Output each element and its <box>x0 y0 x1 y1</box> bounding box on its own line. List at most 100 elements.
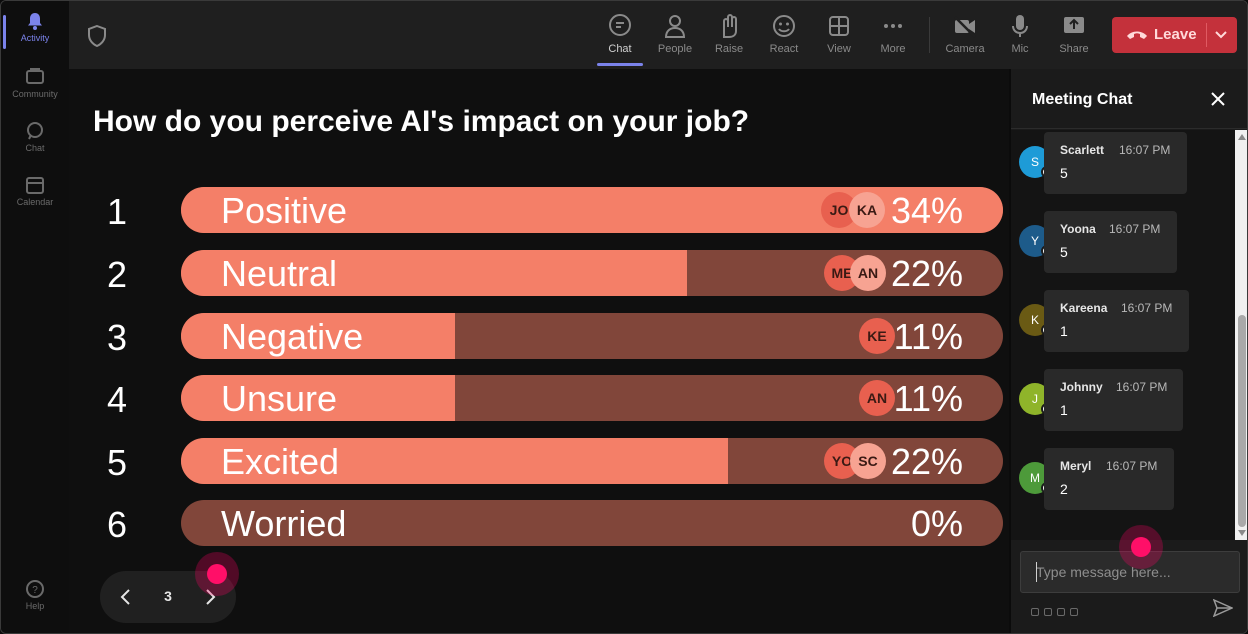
toolbar-label: View <box>827 43 851 55</box>
emoji-icon[interactable] <box>1057 608 1065 616</box>
chat-scrollbar[interactable] <box>1235 130 1247 540</box>
option-label: Negative <box>221 316 364 357</box>
option-number: 6 <box>107 504 128 545</box>
raise-hand-button[interactable]: Raise <box>702 9 756 65</box>
option-number: 5 <box>107 442 128 483</box>
view-button[interactable]: View <box>812 9 866 65</box>
option-bar: Worried 0% <box>181 500 1003 546</box>
close-icon[interactable] <box>1209 90 1227 108</box>
rail-item-label: Activity <box>20 33 50 43</box>
rail-item-help[interactable]: ? Help <box>1 575 69 629</box>
option-percent: 11% <box>893 316 963 357</box>
more-icon <box>884 24 902 28</box>
poll-option: 6 Worried 0% <box>69 500 1009 546</box>
option-label: Worried <box>221 503 347 544</box>
calendar-icon <box>26 177 44 194</box>
option-bar: Positive JO KA 34% <box>181 187 1003 233</box>
toolbar-label: Chat <box>608 43 632 55</box>
option-bar: Excited YO SC 22% <box>181 438 1003 484</box>
meeting-toolbar: Chat People Raise React View More Camera <box>69 1 1247 69</box>
voter-avatar: SC <box>850 443 886 479</box>
share-icon <box>1064 17 1084 33</box>
poll-option: 4 Unsure AN 11% <box>69 375 1009 421</box>
poll-option: 5 Excited YO SC 22% <box>69 438 1009 484</box>
option-fill <box>181 375 455 421</box>
react-button[interactable]: React <box>757 9 811 65</box>
rail-item-community[interactable]: Community <box>1 63 69 117</box>
message-bubble: Yoona 16:07 PM 5 <box>1044 211 1177 273</box>
toolbar-label: Mic <box>1011 43 1029 55</box>
message-text: 5 <box>1060 244 1068 260</box>
leave-divider <box>1206 23 1207 47</box>
bell-icon <box>28 13 42 30</box>
chat-message-list: S Scarlett 16:07 PM 5 Y Yoona 16:07 PM 5… <box>1011 130 1235 540</box>
option-bar: Unsure AN 11% <box>181 375 1003 421</box>
poll-option: 3 Negative KE 11% <box>69 313 1009 359</box>
chevron-left-icon[interactable] <box>116 587 136 607</box>
poll-option: 1 Positive JO KA 34% <box>69 187 1009 233</box>
gif-icon[interactable] <box>1070 608 1078 616</box>
chat-message: J Johnny 16:07 PM 1 <box>1019 369 1229 433</box>
message-bubble: Kareena 16:07 PM 1 <box>1044 290 1189 352</box>
voter-avatar: KE <box>859 318 895 354</box>
toolbar-label: Raise <box>714 43 744 55</box>
view-icon <box>829 16 849 36</box>
chat-icon <box>27 122 43 140</box>
community-icon <box>26 68 44 84</box>
left-rail: Activity Community Chat Calendar ? Help <box>1 1 69 633</box>
toolbar-label: React <box>769 43 799 55</box>
message-input[interactable]: Type message here... <box>1020 551 1240 593</box>
more-button[interactable]: More <box>866 9 920 65</box>
message-time: 16:07 PM <box>1119 143 1171 157</box>
text-caret <box>1036 562 1037 582</box>
voter-avatar: AN <box>850 255 886 291</box>
chat-button[interactable]: Chat <box>593 9 647 66</box>
chevron-down-icon[interactable] <box>1213 26 1229 42</box>
people-icon <box>664 15 686 38</box>
poll-stage: How do you perceive AI's impact on your … <box>69 69 1009 633</box>
option-number: 2 <box>107 254 128 295</box>
rail-item-calendar[interactable]: Calendar <box>1 171 69 225</box>
scroll-up-arrow[interactable] <box>1238 134 1246 140</box>
camera-off-icon <box>954 16 976 38</box>
scroll-down-arrow[interactable] <box>1238 530 1246 536</box>
voter-avatar: AN <box>859 380 895 416</box>
message-time: 16:07 PM <box>1116 380 1168 394</box>
camera-button[interactable]: Camera <box>938 9 992 65</box>
toolbar-divider <box>929 17 930 53</box>
option-fill <box>181 313 455 359</box>
rail-item-label: Community <box>12 89 58 99</box>
page-number: 3 <box>164 588 172 604</box>
hang-up-icon <box>1127 31 1147 39</box>
option-percent: 0% <box>910 503 963 544</box>
message-time: 16:07 PM <box>1106 459 1158 473</box>
rail-item-chat[interactable]: Chat <box>1 117 69 171</box>
option-label: Neutral <box>221 253 338 294</box>
chat-message: M Meryl 16:07 PM 2 <box>1019 448 1229 512</box>
poll-option: 2 Neutral ME AN 22% <box>69 250 1009 296</box>
rail-item-activity[interactable]: Activity <box>1 7 69 61</box>
option-label: Excited <box>221 441 340 482</box>
share-button[interactable]: Share <box>1047 9 1101 65</box>
chat-message: K Kareena 16:07 PM 1 <box>1019 290 1229 354</box>
mic-button[interactable]: Mic <box>993 9 1047 65</box>
message-text: 1 <box>1060 323 1068 339</box>
chat-icon <box>609 14 631 36</box>
leave-button[interactable]: Leave <box>1112 17 1237 53</box>
scroll-thumb[interactable] <box>1238 315 1246 527</box>
attach-icon[interactable] <box>1044 608 1052 616</box>
option-percent: 22% <box>890 441 963 482</box>
message-text: 2 <box>1060 481 1068 497</box>
send-icon[interactable] <box>1213 599 1233 617</box>
react-icon <box>773 15 795 37</box>
meeting-chat-panel: Meeting Chat S Scarlett 16:07 PM 5 Y Yoo… <box>1011 69 1247 633</box>
people-button[interactable]: People <box>648 9 702 65</box>
toolbar-label: People <box>657 43 693 55</box>
svg-text:?: ? <box>32 585 38 596</box>
rail-item-label: Calendar <box>16 197 54 207</box>
format-icon[interactable] <box>1031 608 1039 616</box>
option-fill <box>181 438 729 484</box>
chevron-right-icon[interactable] <box>200 587 220 607</box>
chat-title: Meeting Chat <box>1032 91 1133 108</box>
